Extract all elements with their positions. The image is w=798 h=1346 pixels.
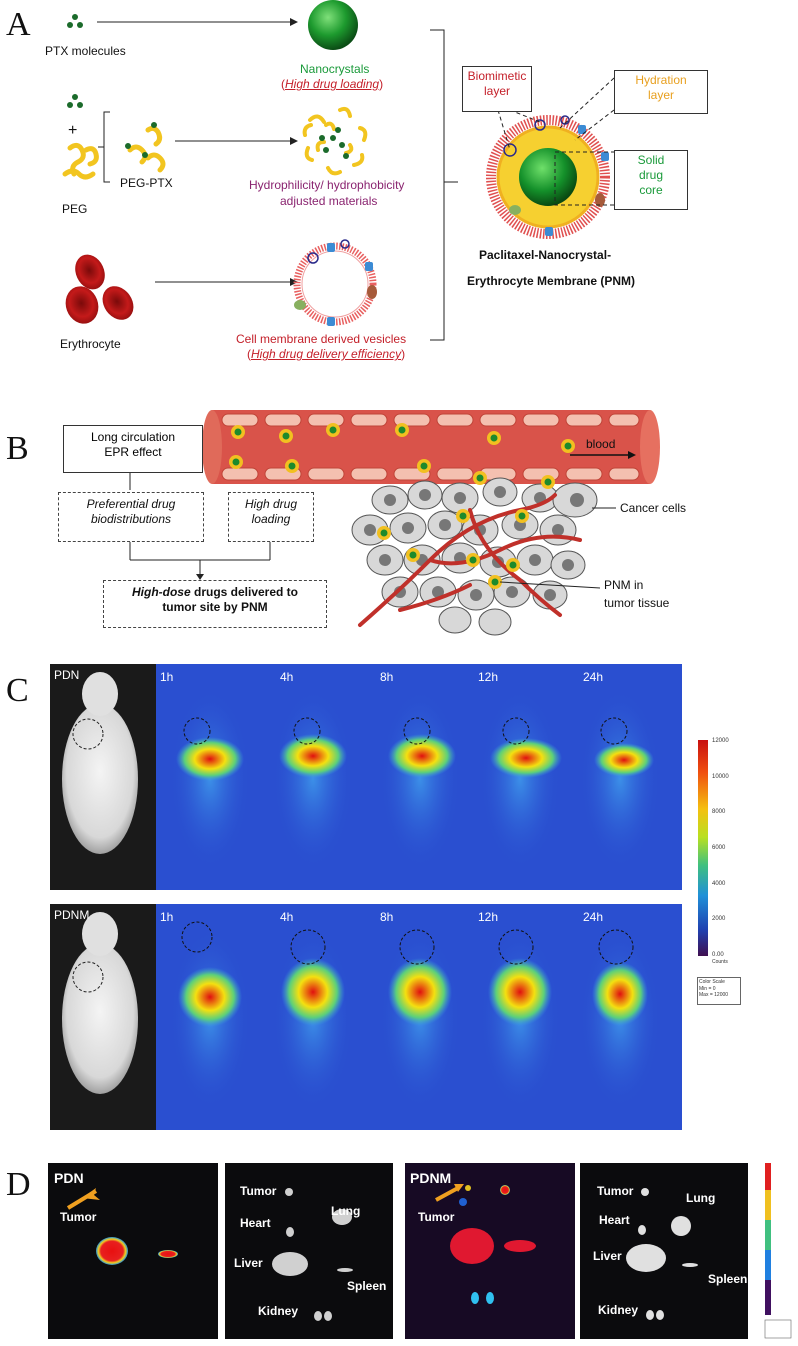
heat-mouse-r2-3 [380,929,460,1109]
peg-ptx-chains-icon [127,125,166,173]
mouse-grey-1-icon [62,672,138,854]
pdnm-organs-image [580,1163,748,1339]
pnm-tissue-label-2: tumor tissue [604,596,670,610]
peg-label: PEG [62,202,88,216]
peg-ptx-label: PEG-PTX [120,176,173,190]
organ-liver-2: Liver [593,1249,622,1263]
organ-spleen-1: Spleen [347,1279,387,1293]
cancer-cells-label: Cancer cells [620,501,687,515]
organ-tumor-1: Tumor [240,1184,277,1198]
tumor-label-1: Tumor [60,1210,97,1224]
pnm-title-2: Erythrocyte Membrane (PNM) [467,274,636,288]
scale-tick-label: 8000 [712,809,726,816]
heat-mouse-r2-2 [273,929,353,1109]
peg-chains-icon [62,142,99,180]
timepoint-label: 4h [280,910,294,924]
scale-tick-label: 6000 [712,845,726,851]
pdn-label: PDN [54,668,80,682]
timepoint-label: 8h [380,910,394,924]
heat-mouse-r2-1 [170,921,250,1109]
panel-label-a: A [6,6,31,43]
organ-kidney-1: Kidney [258,1304,299,1318]
pnm-particle-icon [486,115,610,239]
heat-mouse-r2-5 [580,929,660,1109]
timepoint-label: 12h [478,910,499,924]
high-drug-loading-label: High drug loading [285,77,380,91]
panel-d-graphics [66,1163,792,1339]
organ-spleen-2: Spleen [708,1272,748,1286]
scale-unit-label: Counts [712,959,728,965]
pnm-particles-icon [229,423,575,589]
organ-heart-2: Heart [599,1213,630,1227]
erythrocyte-label: Erythrocyte [60,337,121,351]
organ-lung-1: Lung [331,1204,361,1218]
scale-tick-label: 10000 [712,773,729,780]
timepoint-label: 1h [160,670,174,684]
timepoint-label: 1h [160,910,174,924]
organ-tumor-2: Tumor [597,1184,634,1198]
high-delivery-label: High drug delivery efficiency [251,347,402,361]
organ-lung-2: Lung [686,1191,716,1205]
nanocrystals-label: Nanocrystals [300,62,370,76]
scale-tick-label: 2000 [712,916,726,923]
erythrocyte-icon [65,254,134,324]
hydrophilicity-label-2: adjusted materials [280,194,378,208]
tumor-arrow-icon-2 [435,1186,459,1202]
timepoint-label: 24h [583,910,604,924]
vesicle-icon [293,239,377,326]
tumor-label-2: Tumor [418,1210,455,1224]
timepoint-label: 24h [583,670,604,684]
organ-heart-1: Heart [240,1216,271,1230]
plus-sign: + [68,122,78,139]
panel-label-d: D [6,1166,31,1203]
ptx-dots-icon-2 [67,94,83,108]
ptx-dots-icon [67,14,83,28]
pnm-tissue-label-1: PNM in [604,578,644,592]
heat-mouse-r1-2 [273,689,353,869]
timepoint-label: 12h [478,670,499,684]
biomimetic-layer-box: Biomimetic layer [462,66,532,112]
organ-liver-1: Liver [234,1256,263,1270]
hydration-layer-box: Hydration layer [614,70,708,114]
pdn-body-image [48,1163,218,1339]
panel-c-images [50,664,682,1130]
long-circulation-box: Long circulation EPR effect [63,425,203,473]
nanocrystal-sphere-icon [308,0,358,50]
pdnm-label: PDNM [54,908,90,922]
panel-a-graphics [62,0,615,341]
high-dose-box: High-dose drugs delivered to tumor site … [103,580,327,628]
timepoint-label: 8h [380,670,394,684]
scale-tick-label: 0.00 [712,952,724,958]
blood-label: blood [586,437,616,451]
hydrophilicity-label-1: Hydrophilicity/ hydrophobicity [249,178,405,192]
organ-kidney-2: Kidney [598,1303,639,1317]
panel-label-c: C [6,672,29,709]
pdn-organs-image [225,1163,393,1339]
vesicles-label: Cell membrane derived vesicles [236,332,407,346]
heat-mouse-r1-5 [580,689,660,869]
color-scale-bar [698,740,708,956]
scale-legend-box: Color Scale Min = 0 Max = 12000 [697,977,741,1005]
heat-mouse-r1-1 [170,689,250,869]
heat-mouse-r2-4 [480,929,560,1109]
high-drug-loading-box: High drug loading [228,492,314,542]
scale-tick-label: 12000 [712,738,729,744]
timepoint-label: 4h [280,670,294,684]
scale-tick-label: 4000 [712,880,726,887]
pdnm-label-d: PDNM [410,1170,452,1186]
pnm-title-1: Paclitaxel-Nanocrystal- [479,248,612,262]
preferential-biodistribution-box: Preferential drug biodistributions [58,492,204,542]
solid-drug-core-box: Solid drug core [614,150,688,210]
micelle-icon [302,106,368,176]
ptx-molecules-label: PTX molecules [45,44,126,58]
heat-mouse-r1-4 [480,689,562,869]
panel-b-graphics [129,410,660,636]
mouse-grey-2-icon [62,912,138,1094]
panel-label-b: B [6,430,29,467]
heat-mouse-r1-3 [380,689,460,869]
pdn-label-d: PDN [54,1170,84,1186]
